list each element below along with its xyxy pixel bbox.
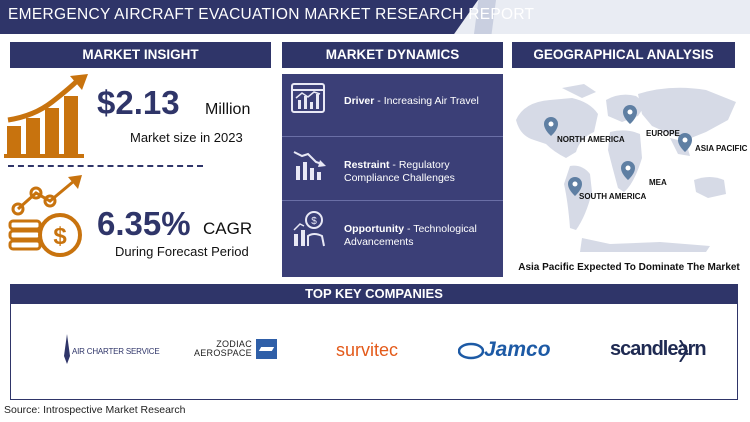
geographical-analysis-header: GEOGRAPHICAL ANALYSIS — [512, 42, 735, 68]
jamco-logo: Jamco — [458, 320, 568, 380]
restraint-label: Restraint — [344, 159, 390, 171]
report-title: EMERGENCY AIRCRAFT EVACUATION MARKET RES… — [8, 6, 535, 23]
geographical-footer: Asia Pacific Expected To Dominate The Ma… — [518, 262, 740, 273]
growth-bars-icon — [4, 74, 88, 158]
region-asia-pacific: ASIA PACIFIC — [695, 144, 748, 153]
title-bar: EMERGENCY AIRCRAFT EVACUATION MARKET RES… — [0, 0, 750, 34]
mea-pin — [621, 161, 635, 180]
restraint-description: - Regulatory Compliance Challenges — [344, 159, 455, 184]
svg-text:$: $ — [53, 223, 67, 250]
cagr-value: 6.35% — [97, 205, 191, 242]
coins-dollar-icon: $ — [8, 175, 82, 257]
restraint-text: Restraint - Regulatory Compliance Challe… — [344, 159, 496, 185]
air-charter-service-logo: AIR CHARTER SERVICE — [60, 320, 160, 380]
region-europe: EUROPE — [646, 129, 680, 138]
europe-pin — [623, 105, 637, 124]
survitec-logo: survitec — [336, 320, 416, 380]
scandlearn-logo: scandlearn — [610, 320, 707, 380]
driver-chart-icon — [291, 83, 325, 113]
market-insight-header: MARKET INSIGHT — [10, 42, 271, 68]
world-map — [516, 84, 736, 252]
region-mea: MEA — [649, 178, 667, 187]
air-charter-service-mark-icon — [64, 334, 70, 364]
region-south-america: SOUTH AMERICA — [579, 192, 647, 201]
dynamics-separator — [282, 136, 503, 137]
opportunity-growth-icon: $ — [293, 211, 325, 247]
svg-text:$: $ — [311, 216, 317, 227]
market-size-caption: Market size in 2023 — [130, 130, 243, 145]
scandlearn-name: scandlearn — [610, 338, 707, 360]
zodiac-aerospace-name: ZODIAC AEROSPACE — [193, 339, 252, 358]
source-note: Source: Introspective Market Research — [4, 404, 186, 416]
opportunity-label: Opportunity — [344, 223, 405, 235]
opportunity-row: $ Opportunity - Technological Advancemen… — [282, 206, 503, 268]
asia-pacific-pin — [678, 133, 692, 152]
jamco-swoosh-icon — [458, 342, 484, 360]
jamco-name: Jamco — [484, 338, 551, 361]
opportunity-description: - Technological Advancements — [344, 223, 477, 248]
opportunity-text: Opportunity - Technological Advancements — [344, 223, 496, 249]
zodiac-aerospace-logo: ZODIAC AEROSPACE — [188, 320, 282, 380]
title-accent — [474, 0, 496, 34]
survitec-name: survitec — [336, 340, 399, 360]
restraint-row: Restraint - Regulatory Compliance Challe… — [282, 142, 503, 204]
dynamics-separator — [282, 200, 503, 201]
top-companies-header: TOP KEY COMPANIES — [10, 284, 738, 304]
driver-label: Driver — [344, 95, 375, 107]
market-size-value: $2.13 — [97, 84, 180, 121]
driver-text: Driver - Increasing Air Travel — [344, 95, 496, 108]
air-charter-service-name: AIR CHARTER SERVICE — [72, 347, 160, 356]
market-dynamics-panel: Driver - Increasing Air Travel Restraint… — [282, 74, 503, 277]
market-dynamics-header: MARKET DYNAMICS — [282, 42, 503, 68]
north-america-pin — [544, 117, 558, 136]
south-america-pin — [568, 177, 582, 196]
restraint-chart-icon — [293, 151, 326, 180]
driver-description: - Increasing Air Travel — [374, 95, 479, 107]
region-north-america: NORTH AMERICA — [557, 135, 625, 144]
cagr-unit: CAGR — [203, 219, 253, 238]
zodiac-square-icon — [256, 339, 277, 359]
scandlearn-arrow-icon — [679, 340, 688, 362]
title-band — [0, 0, 478, 34]
driver-row: Driver - Increasing Air Travel — [282, 78, 503, 140]
cagr-caption: During Forecast Period — [115, 244, 249, 259]
insight-divider — [8, 165, 203, 167]
market-size-unit: Million — [205, 101, 251, 118]
